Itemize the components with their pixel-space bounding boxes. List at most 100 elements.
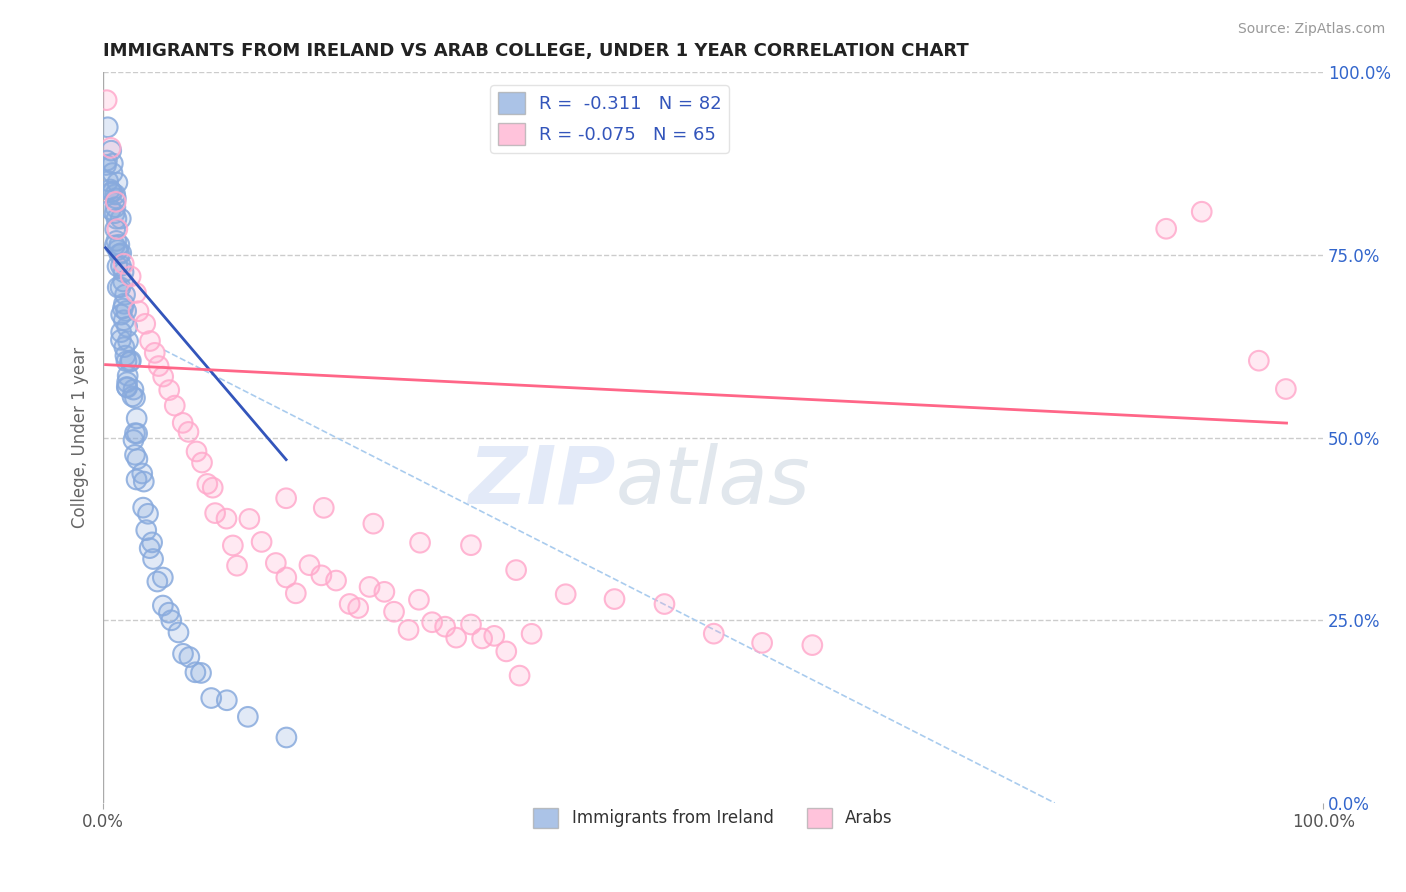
Point bbox=[276, 491, 298, 506]
Point bbox=[115, 304, 138, 318]
Point bbox=[801, 638, 824, 652]
Point bbox=[363, 516, 385, 531]
Point bbox=[408, 592, 430, 607]
Point bbox=[135, 523, 157, 537]
Point bbox=[138, 541, 160, 556]
Point bbox=[460, 538, 482, 552]
Point bbox=[112, 265, 135, 279]
Point bbox=[152, 599, 174, 613]
Point bbox=[222, 538, 245, 552]
Point bbox=[222, 538, 245, 552]
Point bbox=[110, 280, 132, 294]
Point bbox=[104, 194, 127, 209]
Point bbox=[398, 623, 420, 637]
Point bbox=[139, 334, 162, 348]
Point bbox=[284, 586, 307, 600]
Point bbox=[94, 158, 117, 172]
Point bbox=[110, 259, 132, 273]
Point bbox=[120, 353, 142, 368]
Point bbox=[420, 615, 443, 630]
Point bbox=[96, 93, 118, 107]
Point bbox=[157, 606, 180, 620]
Point bbox=[127, 426, 149, 441]
Point bbox=[100, 202, 122, 217]
Point bbox=[142, 552, 165, 566]
Point bbox=[115, 319, 138, 334]
Point bbox=[118, 354, 141, 368]
Point bbox=[125, 285, 148, 300]
Point bbox=[373, 584, 395, 599]
Point bbox=[131, 467, 153, 481]
Point bbox=[115, 375, 138, 389]
Point bbox=[97, 174, 120, 188]
Point bbox=[121, 389, 143, 403]
Point bbox=[226, 558, 249, 573]
Point bbox=[105, 234, 128, 248]
Point bbox=[654, 597, 676, 611]
Point bbox=[115, 319, 138, 334]
Point bbox=[132, 475, 155, 489]
Point bbox=[201, 481, 224, 495]
Point bbox=[122, 433, 145, 447]
Point bbox=[138, 541, 160, 556]
Point bbox=[110, 308, 132, 322]
Point bbox=[124, 391, 146, 405]
Point bbox=[112, 313, 135, 327]
Point bbox=[101, 166, 124, 180]
Point bbox=[603, 592, 626, 607]
Point bbox=[311, 568, 333, 582]
Point bbox=[112, 275, 135, 289]
Point bbox=[409, 535, 432, 549]
Point bbox=[128, 304, 150, 318]
Point bbox=[284, 586, 307, 600]
Point bbox=[110, 259, 132, 273]
Point bbox=[184, 665, 207, 680]
Point bbox=[104, 194, 127, 209]
Point bbox=[143, 346, 166, 360]
Point bbox=[110, 308, 132, 322]
Text: IMMIGRANTS FROM IRELAND VS ARAB COLLEGE, UNDER 1 YEAR CORRELATION CHART: IMMIGRANTS FROM IRELAND VS ARAB COLLEGE,… bbox=[103, 42, 969, 60]
Point bbox=[107, 243, 129, 257]
Point bbox=[105, 211, 128, 226]
Point bbox=[107, 280, 129, 294]
Point bbox=[125, 473, 148, 487]
Point bbox=[104, 222, 127, 236]
Point bbox=[120, 269, 142, 284]
Point bbox=[101, 186, 124, 200]
Point bbox=[495, 644, 517, 658]
Point bbox=[134, 317, 156, 331]
Point bbox=[105, 222, 128, 236]
Point bbox=[238, 512, 260, 526]
Point bbox=[311, 568, 333, 582]
Point bbox=[215, 511, 238, 525]
Point bbox=[226, 558, 249, 573]
Point bbox=[112, 265, 135, 279]
Point bbox=[152, 570, 174, 584]
Point bbox=[108, 237, 131, 252]
Point bbox=[460, 617, 482, 632]
Point bbox=[125, 411, 148, 425]
Point bbox=[108, 247, 131, 261]
Point bbox=[200, 691, 222, 706]
Point bbox=[505, 563, 527, 577]
Point bbox=[1191, 204, 1213, 219]
Point bbox=[112, 297, 135, 311]
Text: Source: ZipAtlas.com: Source: ZipAtlas.com bbox=[1237, 22, 1385, 37]
Point bbox=[125, 411, 148, 425]
Point bbox=[703, 626, 725, 640]
Point bbox=[520, 627, 543, 641]
Point bbox=[434, 620, 457, 634]
Point bbox=[157, 383, 180, 397]
Point bbox=[110, 211, 132, 226]
Point bbox=[105, 222, 128, 236]
Point bbox=[191, 456, 214, 470]
Point bbox=[152, 369, 174, 384]
Point bbox=[110, 246, 132, 260]
Point bbox=[107, 176, 129, 190]
Point bbox=[398, 623, 420, 637]
Point bbox=[152, 599, 174, 613]
Point bbox=[117, 334, 139, 348]
Point bbox=[163, 399, 186, 413]
Point bbox=[112, 257, 135, 271]
Point bbox=[276, 570, 298, 584]
